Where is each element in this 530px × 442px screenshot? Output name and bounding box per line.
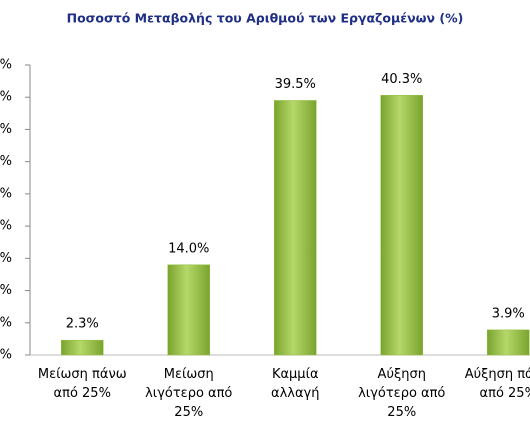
y-tick-label: 45% <box>0 58 12 73</box>
y-tick-label: 0% <box>0 348 12 363</box>
bar <box>61 339 104 356</box>
y-tick-label: 40% <box>0 90 12 105</box>
y-tick-label: 20% <box>0 219 12 234</box>
bar <box>487 329 530 356</box>
value-label: 2.3% <box>66 317 99 332</box>
y-tick-label: 25% <box>0 186 12 201</box>
value-label: 39.5% <box>275 77 316 92</box>
y-tick-label: 30% <box>0 154 12 169</box>
y-tick-label: 10% <box>0 283 12 298</box>
x-tick-label: Μείωση πάνω από 25% <box>38 367 127 401</box>
y-tick-label: 15% <box>0 251 12 266</box>
bar <box>167 264 210 356</box>
value-label: 14.0% <box>168 241 209 256</box>
chart-title: Ποσοστό Μεταβολής του Αριθμού των Εργαζο… <box>67 11 464 26</box>
bar <box>274 100 317 356</box>
x-tick-label: Καμμία αλλαγή <box>271 367 319 401</box>
bar <box>380 95 423 356</box>
x-tick-label: Αύξηση λιγότερο από 25% <box>358 367 445 420</box>
x-tick-label: Μείωση λιγότερο από 25% <box>145 367 232 420</box>
y-tick-label: 35% <box>0 122 12 137</box>
y-tick-label: 5% <box>0 315 12 330</box>
value-label: 3.9% <box>492 306 525 321</box>
value-label: 40.3% <box>381 72 422 87</box>
